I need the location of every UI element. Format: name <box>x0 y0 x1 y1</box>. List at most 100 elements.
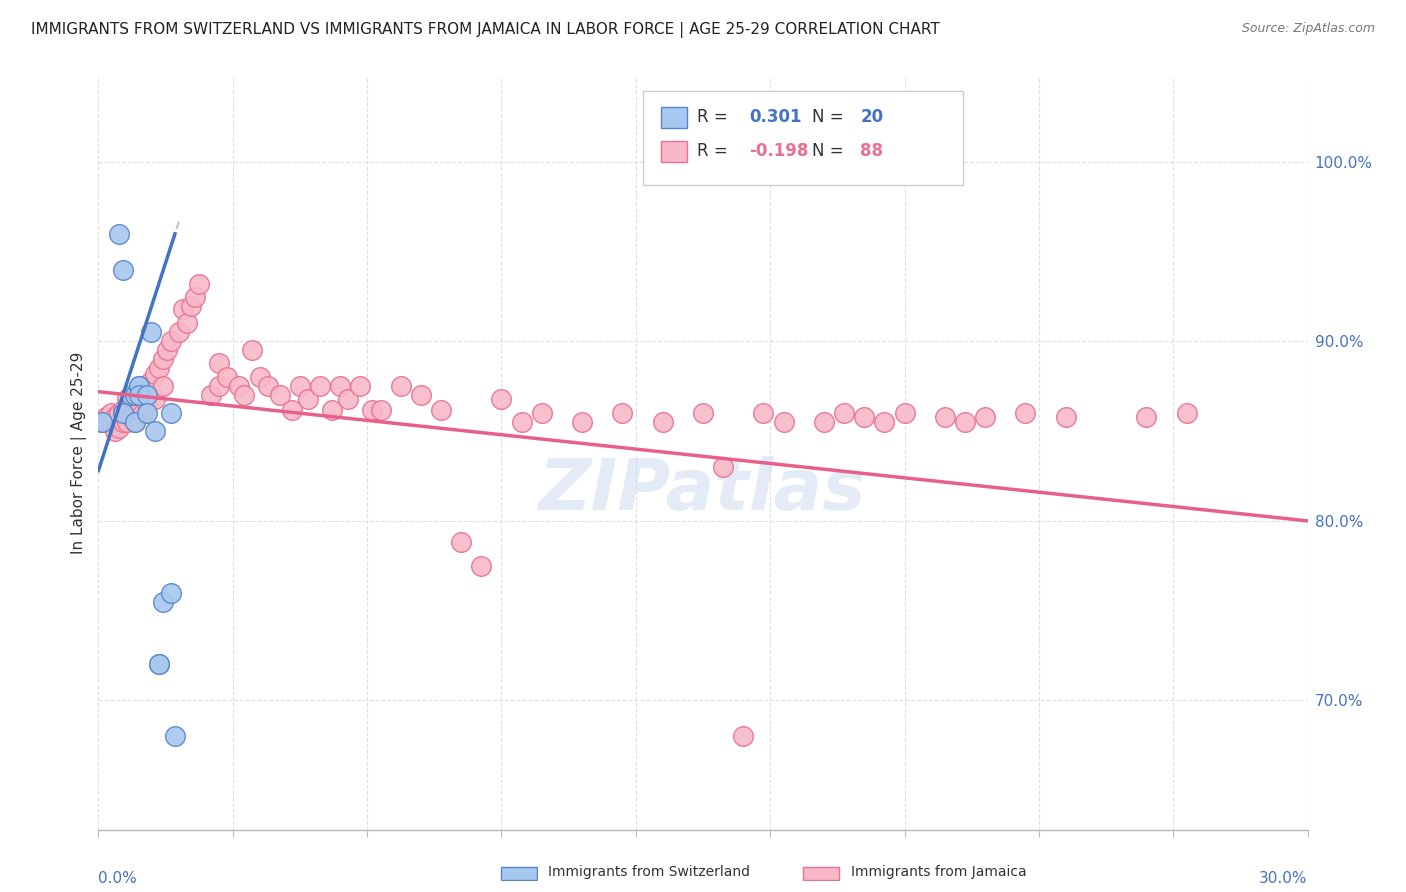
Point <box>160 585 183 599</box>
Point <box>100 406 122 420</box>
Point <box>188 277 211 291</box>
Text: IMMIGRANTS FROM SWITZERLAND VS IMMIGRANTS FROM JAMAICA IN LABOR FORCE | AGE 25-2: IMMIGRANTS FROM SWITZERLAND VS IMMIGRANT… <box>31 22 939 38</box>
Point <box>832 406 855 420</box>
Point <box>156 343 179 358</box>
Point <box>337 392 360 406</box>
Point <box>281 402 304 417</box>
Point <box>120 388 142 402</box>
Point <box>148 657 170 672</box>
Point <box>107 420 129 434</box>
Point <box>752 406 775 420</box>
Point <box>974 409 997 424</box>
Point <box>139 326 162 340</box>
Text: 20: 20 <box>860 108 883 127</box>
Point <box>361 402 384 417</box>
Point <box>135 406 157 420</box>
Point <box>208 379 231 393</box>
Point <box>128 379 150 393</box>
Point <box>132 384 155 399</box>
Point <box>128 388 150 402</box>
Text: -0.198: -0.198 <box>749 142 808 161</box>
Point <box>96 409 118 424</box>
Point <box>152 352 174 367</box>
Point <box>953 415 976 429</box>
FancyBboxPatch shape <box>661 141 688 161</box>
FancyBboxPatch shape <box>661 107 688 128</box>
Point <box>409 388 432 402</box>
Point <box>711 460 734 475</box>
Point <box>128 379 150 393</box>
Point <box>132 406 155 420</box>
Point <box>91 415 114 429</box>
Point <box>184 289 207 303</box>
Point <box>1054 409 1077 424</box>
Point <box>143 367 166 381</box>
Point <box>160 406 183 420</box>
Point <box>329 379 352 393</box>
Text: R =: R = <box>697 142 733 161</box>
Point <box>176 317 198 331</box>
Bar <box>803 867 839 880</box>
Point <box>135 388 157 402</box>
Point <box>100 415 122 429</box>
Point <box>297 392 319 406</box>
Point <box>103 409 125 424</box>
Point <box>1135 409 1157 424</box>
Point <box>120 392 142 406</box>
Point <box>96 415 118 429</box>
Text: ZIPatlas: ZIPatlas <box>540 456 866 524</box>
Point <box>256 379 278 393</box>
Point <box>1014 406 1036 420</box>
Point <box>733 729 755 743</box>
Point <box>135 379 157 393</box>
Point <box>143 392 166 406</box>
Point <box>160 334 183 349</box>
Point <box>111 402 134 417</box>
Point <box>321 402 343 417</box>
Point <box>813 415 835 429</box>
Text: 88: 88 <box>860 142 883 161</box>
Text: 30.0%: 30.0% <box>1260 871 1308 886</box>
Point <box>232 388 254 402</box>
Point <box>143 424 166 438</box>
Point <box>115 392 138 406</box>
Point <box>111 262 134 277</box>
Point <box>692 406 714 420</box>
Point <box>107 227 129 241</box>
Point <box>772 415 794 429</box>
Point <box>893 406 915 420</box>
Point <box>124 388 146 402</box>
Point <box>124 402 146 417</box>
Point <box>853 409 876 424</box>
Point <box>128 388 150 402</box>
Point <box>148 361 170 376</box>
Point <box>510 415 533 429</box>
Point <box>370 402 392 417</box>
Point <box>128 402 150 417</box>
Bar <box>501 867 537 880</box>
Point <box>103 424 125 438</box>
Point <box>249 370 271 384</box>
Point <box>208 356 231 370</box>
Point <box>309 379 332 393</box>
Point <box>124 388 146 402</box>
Point <box>200 388 222 402</box>
Point <box>450 535 472 549</box>
Text: N =: N = <box>811 142 849 161</box>
Text: R =: R = <box>697 108 733 127</box>
Point <box>115 415 138 429</box>
Point <box>120 409 142 424</box>
Point <box>172 302 194 317</box>
Point <box>530 406 553 420</box>
Point <box>115 406 138 420</box>
Text: 0.301: 0.301 <box>749 108 801 127</box>
Text: N =: N = <box>811 108 849 127</box>
Point <box>288 379 311 393</box>
Point <box>269 388 291 402</box>
Point <box>152 594 174 608</box>
Point <box>470 558 492 573</box>
Point <box>430 402 453 417</box>
Text: Immigrants from Jamaica: Immigrants from Jamaica <box>851 865 1026 880</box>
Point <box>651 415 673 429</box>
Point <box>124 415 146 429</box>
